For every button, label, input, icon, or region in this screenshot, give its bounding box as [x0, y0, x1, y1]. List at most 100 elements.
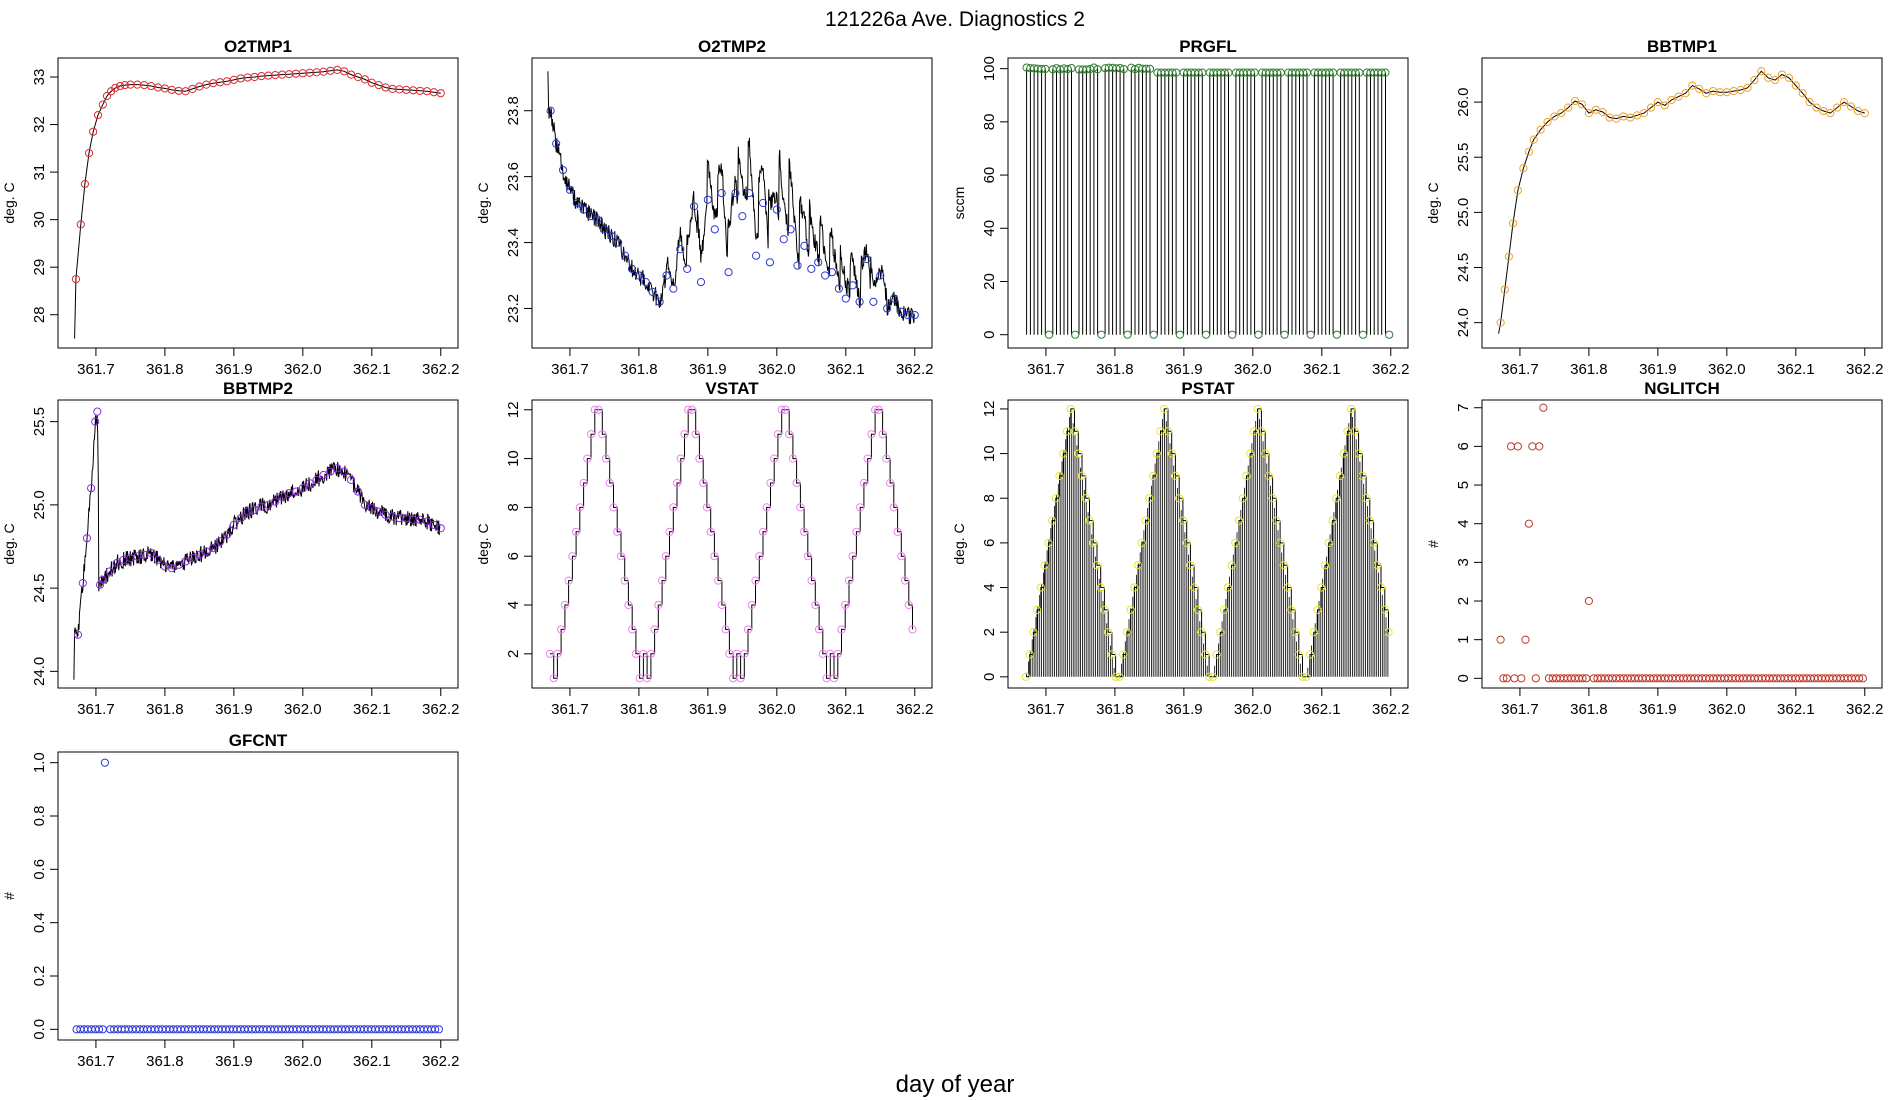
y-tick-label: 8	[981, 494, 998, 502]
data-point	[1123, 330, 1132, 339]
data-point	[793, 261, 802, 270]
x-tick-label: 362.1	[353, 361, 391, 378]
data-point	[1354, 449, 1363, 458]
data-point	[583, 454, 592, 463]
data-point	[1071, 330, 1080, 339]
data-point	[594, 405, 603, 414]
x-tick-label: 362.2	[1372, 361, 1410, 378]
data-point	[1578, 674, 1587, 683]
data-point	[1208, 672, 1217, 681]
data-point	[710, 552, 719, 561]
data-line	[549, 409, 913, 679]
data-point	[264, 500, 273, 509]
x-tick-label: 361.9	[215, 701, 253, 718]
data-point	[557, 625, 566, 634]
y-tick-label: 2	[981, 628, 998, 636]
data-point	[229, 520, 238, 529]
data-point	[837, 625, 846, 634]
plot-frame	[57, 399, 459, 689]
data-point	[78, 579, 87, 588]
data-point	[1261, 449, 1270, 458]
data-point	[1097, 330, 1106, 339]
x-tick-label: 362.2	[1846, 701, 1884, 718]
data-point	[691, 430, 700, 439]
data-point	[1528, 442, 1537, 451]
data-point	[333, 464, 342, 473]
data-point	[434, 1025, 443, 1034]
data-point	[814, 258, 823, 267]
data-point	[209, 544, 218, 553]
data-point	[347, 475, 356, 485]
x-tick-label: 361.9	[1639, 701, 1677, 718]
data-point	[1539, 403, 1548, 412]
data-point	[1089, 538, 1098, 547]
data-point	[87, 484, 96, 493]
data-point	[1855, 674, 1864, 683]
data-bars	[1026, 409, 1389, 677]
data-point	[181, 557, 190, 566]
data-point	[95, 580, 105, 589]
panel-title: BBTMP1	[1647, 37, 1717, 56]
data-point	[590, 405, 599, 414]
plot-frame	[57, 57, 459, 349]
data-point	[1077, 471, 1087, 481]
data-point	[721, 625, 730, 634]
plot-frame	[1481, 399, 1883, 689]
plot-area	[72, 758, 443, 1034]
data-point	[1085, 516, 1094, 525]
data-point	[1193, 605, 1202, 614]
y-tick-label: 33	[31, 69, 48, 86]
data-point	[1543, 117, 1552, 127]
data-point	[1066, 404, 1075, 414]
x-tick-label: 361.8	[620, 361, 658, 378]
data-point	[568, 552, 577, 561]
data-point	[1063, 65, 1072, 74]
y-tick-label: 24.0	[1455, 308, 1472, 337]
data-point	[1227, 561, 1236, 570]
plot-frame	[1481, 57, 1883, 349]
data-point	[910, 310, 919, 320]
data-point	[717, 189, 726, 198]
data-point	[821, 271, 830, 280]
panel-nglitch: NGLITCH #361.7 361.8 361.9 362.0 362.1 362.2 0 1…	[1425, 379, 1884, 718]
x-tick-label: 361.7	[1027, 701, 1065, 718]
y-tick-label: 12	[505, 401, 522, 418]
data-point	[1238, 494, 1247, 503]
data-point	[852, 527, 861, 536]
y-tick-label: 24.5	[31, 574, 48, 603]
data-point	[1044, 538, 1053, 547]
data-point	[579, 205, 588, 214]
x-tick-label: 361.9	[1639, 361, 1677, 378]
data-point	[1376, 583, 1386, 592]
data-point	[792, 478, 801, 488]
data-point	[841, 294, 850, 303]
data-point	[740, 649, 749, 658]
y-tick-label: 0.2	[31, 966, 48, 987]
data-point	[803, 552, 812, 561]
data-point	[298, 484, 307, 493]
y-tick-label: 1	[1455, 636, 1472, 644]
data-point	[745, 189, 754, 198]
data-point	[896, 307, 906, 316]
data-point	[98, 575, 107, 584]
x-tick-label: 361.9	[689, 361, 727, 378]
data-point	[575, 503, 584, 512]
x-tick-label: 362.2	[1846, 361, 1884, 378]
data-point	[586, 430, 596, 439]
x-tick-label: 362.2	[896, 361, 934, 378]
data-point	[1351, 68, 1360, 77]
data-point	[758, 527, 768, 536]
data-point	[876, 271, 885, 280]
panel-pstat: PSTAT deg. C 361.7 361.8 361.9 362.0 362.1 362.…	[951, 379, 1410, 718]
data-point	[278, 492, 287, 501]
data-point	[862, 254, 871, 264]
y-tick-label: 0	[981, 331, 998, 339]
data-point	[1126, 605, 1135, 614]
panel-title: BBTMP2	[223, 379, 293, 398]
data-point	[1531, 674, 1540, 683]
data-point	[738, 212, 747, 221]
x-tick-label: 361.7	[1501, 361, 1539, 378]
y-tick-label: 30	[31, 211, 48, 228]
figure-title: 121226a Ave. Diagnostics 2	[825, 8, 1085, 31]
data-point	[1305, 650, 1315, 659]
